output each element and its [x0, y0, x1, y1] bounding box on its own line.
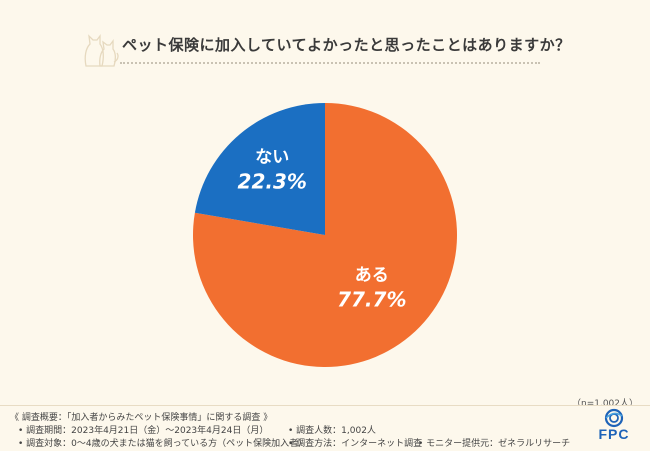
survey-target: • 調査対象：0～4歳の犬または猫を飼っている方（ペット保険加入者）	[18, 439, 308, 449]
survey-method: • 調査方法：インターネット調査	[288, 439, 423, 449]
slice-category-label: ない	[255, 147, 289, 167]
cat-silhouette-icon	[84, 34, 119, 67]
chart-title: ペット保険に加入していてよかったと思ったことはありますか？	[122, 36, 571, 54]
fpc-logo: FPC	[592, 408, 636, 446]
survey-provider: • モニター提供元：ゼネラルリサーチ	[418, 439, 571, 449]
pie-slice-nai	[194, 103, 325, 235]
title-area: ペット保険に加入していてよかったと思ったことはありますか？	[80, 22, 570, 68]
title-underline	[120, 62, 540, 64]
pie-slice-aru	[192, 103, 457, 367]
logo-swirl-icon	[604, 408, 624, 428]
sample-size-note: （n=1,002人）	[571, 399, 638, 409]
survey-count: • 調査人数：1,002人	[288, 426, 376, 436]
slice-value-label: 77.7%	[337, 288, 406, 312]
logo-text: FPC	[598, 426, 630, 442]
slice-category-label: ある	[355, 266, 389, 286]
survey-footer: 《 調査概要：「加入者からみたペット保険事情」に関する調査 》 • 調査期間：2…	[0, 405, 650, 451]
slice-value-label: 22.3%	[238, 169, 307, 193]
survey-period: • 調査期間：2023年4月21日（金）～2023年4月24日（月）	[18, 426, 269, 436]
survey-heading: 《 調査概要：「加入者からみたペット保険事情」に関する調査 》	[10, 413, 273, 423]
